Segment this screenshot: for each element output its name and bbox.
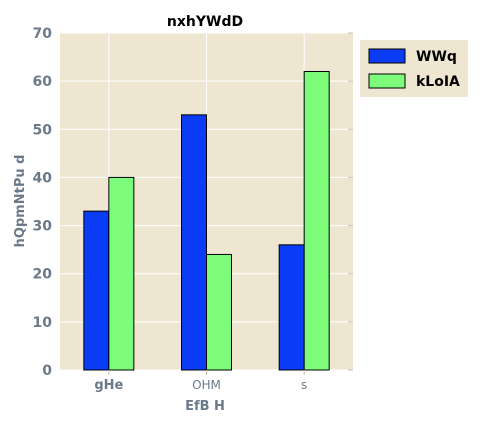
y-tick-label: 10 [33, 315, 53, 331]
y-tick-label: 0 [42, 363, 52, 379]
legend-label-wwq: WWq [416, 49, 457, 65]
legend: WWq kLoIA [360, 40, 468, 97]
x-tick-labels: gHe OHM s [94, 378, 307, 393]
bar-kloia-ghe [109, 177, 134, 370]
y-tick-label: 40 [33, 170, 53, 186]
y-tick-label: 30 [33, 219, 53, 235]
legend-label-kloia: kLoIA [416, 74, 460, 90]
chart-title: nxhYWdD [167, 14, 243, 30]
y-tick-label: 60 [33, 74, 53, 90]
y-tick-labels: 0 10 20 30 40 50 60 70 [33, 26, 53, 379]
y-tick-label: 50 [33, 122, 53, 138]
y-tick-label: 20 [33, 267, 53, 283]
x-tick-label: gHe [94, 378, 123, 393]
y-axis-label: hQpmNtPu d [13, 155, 28, 248]
x-axis-label: EfB H [185, 399, 225, 414]
bar-wwq-s [279, 245, 304, 370]
x-tick-label: OHM [192, 378, 221, 392]
bar-wwq-ghe [84, 211, 109, 370]
y-tick-label: 70 [33, 26, 53, 42]
legend-swatch-kloia [369, 74, 405, 88]
legend-swatch-wwq [369, 49, 405, 63]
x-tick-label: s [301, 378, 307, 392]
bar-kloia-s [304, 72, 329, 370]
bar-wwq-ohm [182, 115, 207, 370]
bar-kloia-ohm [207, 254, 232, 370]
